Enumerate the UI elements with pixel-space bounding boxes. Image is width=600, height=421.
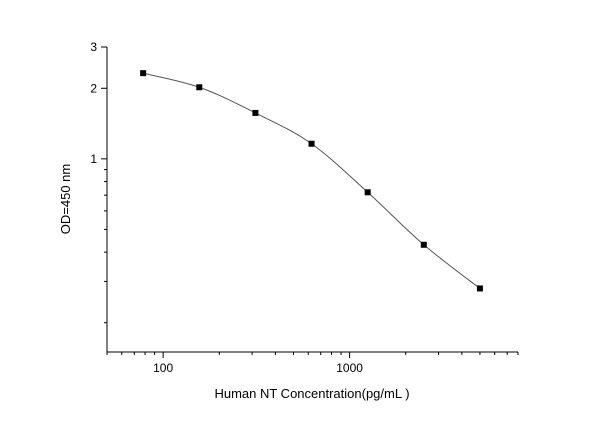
data-point <box>420 241 427 248</box>
y-tick-label: 2 <box>90 81 97 95</box>
data-point <box>140 70 147 77</box>
data-point <box>252 109 259 116</box>
data-point <box>308 140 315 147</box>
y-tick-label: 3 <box>90 40 97 54</box>
y-tick-label: 1 <box>90 152 97 166</box>
x-tick-label: 100 <box>153 361 173 375</box>
fit-curve <box>143 72 481 289</box>
y-ticks: 1 2 3 <box>90 40 107 324</box>
x-ticks: 100 1000 <box>106 352 519 375</box>
data-point <box>476 285 483 292</box>
data-points <box>140 70 483 292</box>
y-axis-title: OD=450 nm <box>58 164 73 234</box>
plot-frame <box>106 47 518 353</box>
data-point <box>364 189 371 196</box>
data-point <box>196 84 203 91</box>
x-axis-title: Human NT Concentration(pg/mL ) <box>214 386 409 401</box>
x-tick-label: 1000 <box>336 361 363 375</box>
